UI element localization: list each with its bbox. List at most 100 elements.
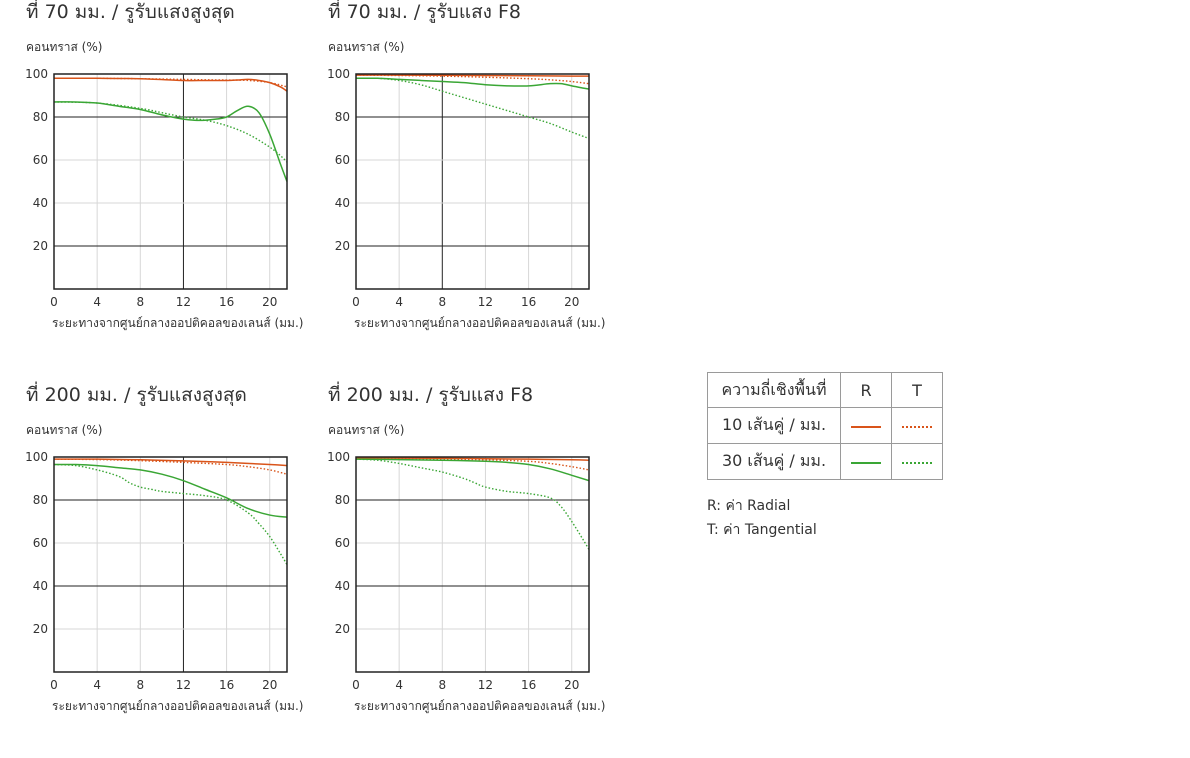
chart-plot: 0 4 8 12 16 20 20 40 60 80 100: [327, 450, 590, 692]
series-line-t10: [355, 457, 590, 471]
chart-title: ที่ 70 มม. / รูรับแสง F8: [328, 1, 521, 23]
x-tick-label: 8: [438, 678, 446, 692]
series-line-r30: [355, 77, 590, 90]
y-axis-label: คอนทราส (%): [328, 423, 405, 437]
x-tick-label: 8: [136, 678, 144, 692]
x-tick-label: 4: [395, 678, 403, 692]
plot-frame: [355, 456, 590, 673]
chart-title: ที่ 70 มม. / รูรับแสงสูงสุด: [26, 1, 235, 23]
legend-row-10lp: 10 เส้นคู่ / มม.: [707, 407, 943, 444]
x-axis-label: ระยะทางจากศูนย์กลางออปติคอลของเลนส์ (มม.…: [354, 316, 606, 330]
x-tick-label: 8: [438, 295, 446, 309]
y-tick-label: 80: [33, 493, 48, 507]
plot-frame: [53, 456, 288, 673]
x-tick-label: 8: [136, 295, 144, 309]
y-tick-label: 20: [33, 622, 48, 636]
x-axis-label: ระยะทางจากศูนย์กลางออปติคอลของเลนส์ (มม.…: [52, 316, 304, 330]
series-line-t30: [53, 463, 288, 565]
legend-header-row: ความถี่เชิงพื้นที่ R T: [707, 372, 943, 408]
legend-row-30lp: 30 เส้นคู่ / มม.: [707, 443, 943, 480]
x-tick-label: 4: [93, 678, 101, 692]
legend-line-solid-green: [851, 461, 881, 464]
series-line-t10: [53, 77, 288, 88]
x-tick-label: 12: [478, 678, 493, 692]
y-tick-label: 20: [335, 239, 350, 253]
x-axis-label: ระยะทางจากศูนย์กลางออปติคอลของเลนส์ (มม.…: [354, 699, 606, 713]
legend-row-label: 30 เส้นคู่ / มม.: [707, 443, 841, 480]
x-tick-label: 0: [50, 295, 58, 309]
legend-header-radial: R: [840, 372, 892, 408]
series-line-t10: [355, 74, 590, 85]
legend-swatch-r30: [840, 443, 892, 480]
series-line-t30: [53, 101, 288, 163]
legend-line-dotted-green: [902, 461, 932, 464]
x-tick-label: 20: [262, 678, 277, 692]
y-tick-label: 100: [327, 67, 350, 81]
x-axis-label: ระยะทางจากศูนย์กลางออปติคอลของเลนส์ (มม.…: [52, 699, 304, 713]
y-tick-label: 20: [335, 622, 350, 636]
x-tick-label: 12: [478, 295, 493, 309]
y-axis-label: คอนทราส (%): [328, 40, 405, 54]
plot-frame: [355, 73, 590, 290]
plot-frame: [53, 73, 288, 290]
chart-title: ที่ 200 มม. / รูรับแสงสูงสุด: [26, 384, 247, 406]
legend-line-dotted-orange: [902, 425, 932, 428]
series-line-r30: [53, 463, 288, 518]
mtf-chart-70mm-f8: ที่ 70 มม. / รูรับแสง F8 คอนทราส (%) 0 4 8…: [327, 0, 618, 360]
note-tangential: T: ค่า Tangential: [707, 522, 817, 538]
series-line-t30: [355, 77, 590, 140]
legend-line-solid-orange: [851, 425, 881, 428]
x-tick-label: 0: [50, 678, 58, 692]
x-tick-label: 16: [521, 295, 536, 309]
x-tick-label: 12: [176, 295, 191, 309]
y-tick-label: 80: [335, 110, 350, 124]
chart-plot: 0 4 8 12 16 20 20 40 60 80 100: [25, 450, 288, 692]
legend-header-tangential: T: [891, 372, 943, 408]
y-tick-label: 60: [335, 536, 350, 550]
series-line-t10: [53, 458, 288, 475]
y-axis-label: คอนทราส (%): [26, 40, 103, 54]
legend-header-frequency: ความถี่เชิงพื้นที่: [707, 372, 841, 408]
y-tick-label: 60: [33, 536, 48, 550]
legend-swatch-r10: [840, 407, 892, 444]
x-tick-label: 20: [564, 678, 579, 692]
chart-title: ที่ 200 มม. / รูรับแสง F8: [328, 384, 534, 406]
mtf-chart-70mm-max-aperture: ที่ 70 มม. / รูรับแสงสูงสุด คอนทราส (%) …: [25, 0, 316, 360]
series-line-t30: [355, 458, 590, 550]
x-tick-label: 12: [176, 678, 191, 692]
y-tick-label: 100: [25, 450, 48, 464]
legend-row-label: 10 เส้นคู่ / มม.: [707, 407, 841, 444]
series-line-r10: [53, 77, 288, 92]
y-tick-label: 20: [33, 239, 48, 253]
x-tick-label: 4: [93, 295, 101, 309]
series-line-r30: [355, 458, 590, 482]
y-tick-label: 60: [33, 153, 48, 167]
legend-table: ความถี่เชิงพื้นที่ R T 10 เส้นคู่ / มม. …: [707, 372, 943, 480]
chart-plot: 0 4 8 12 16 20 20 40 60 80 100: [25, 67, 288, 309]
mtf-chart-200mm-max-aperture: ที่ 200 มม. / รูรับแสงสูงสุด คอนทราส (%)…: [25, 383, 316, 743]
legend-swatch-t10: [891, 407, 943, 444]
x-tick-label: 16: [219, 295, 234, 309]
x-tick-label: 16: [219, 678, 234, 692]
x-tick-label: 0: [352, 295, 360, 309]
y-tick-label: 80: [335, 493, 350, 507]
x-tick-label: 0: [352, 678, 360, 692]
y-tick-label: 100: [25, 67, 48, 81]
series-line-r30: [53, 101, 288, 182]
series-line-r10: [355, 74, 590, 77]
y-axis-label: คอนทราส (%): [26, 423, 103, 437]
mtf-chart-200mm-f8: ที่ 200 มม. / รูรับแสง F8 คอนทราส (%) 0 4…: [327, 383, 618, 743]
y-tick-label: 80: [33, 110, 48, 124]
x-tick-label: 20: [262, 295, 277, 309]
y-tick-label: 40: [335, 196, 350, 210]
x-tick-label: 20: [564, 295, 579, 309]
y-tick-label: 40: [33, 196, 48, 210]
chart-plot: 0 4 8 12 16 20 20 40 60 80 100: [327, 67, 590, 309]
note-radial: R: ค่า Radial: [707, 498, 791, 514]
x-tick-label: 4: [395, 295, 403, 309]
x-tick-label: 16: [521, 678, 536, 692]
legend-swatch-t30: [891, 443, 943, 480]
y-tick-label: 40: [335, 579, 350, 593]
legend-notes: R: ค่า Radial T: ค่า Tangential: [707, 494, 817, 542]
y-tick-label: 40: [33, 579, 48, 593]
